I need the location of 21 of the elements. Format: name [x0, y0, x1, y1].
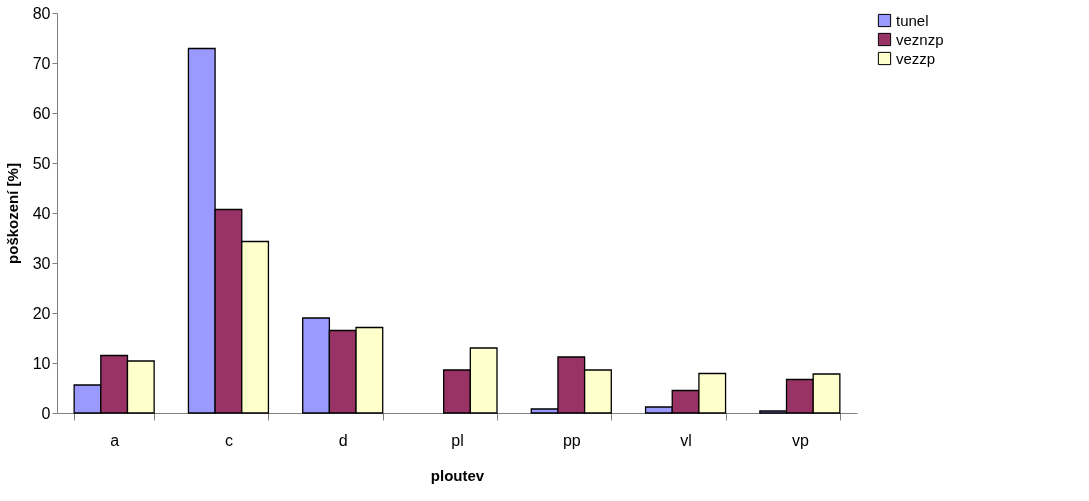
y-tick-label: 80 — [32, 4, 51, 22]
y-tick-label: 50 — [32, 154, 51, 172]
y-axis-title: poškození [%] — [3, 163, 21, 264]
y-tick-label: 60 — [32, 104, 51, 122]
y-tick-label: 70 — [32, 54, 51, 72]
x-tick-label: vl — [680, 431, 692, 449]
x-tick-label: d — [338, 431, 348, 449]
y-tick-label: 40 — [32, 204, 51, 222]
x-tick-label: a — [110, 431, 120, 449]
legend-label: tunel — [896, 11, 929, 29]
x-tick-label: vp — [791, 431, 809, 449]
y-tick-label: 0 — [41, 404, 51, 422]
y-tick-label: 20 — [32, 304, 51, 322]
y-tick-label: 10 — [32, 354, 51, 372]
x-axis-title: ploutev — [430, 466, 485, 484]
x-tick-label: pl — [451, 431, 464, 449]
x-tick-label: pp — [562, 431, 581, 449]
legend-label: veznzp — [896, 30, 944, 48]
legend-label: vezzp — [896, 49, 936, 67]
x-tick-label: c — [224, 431, 233, 449]
y-tick-label: 30 — [32, 254, 51, 272]
